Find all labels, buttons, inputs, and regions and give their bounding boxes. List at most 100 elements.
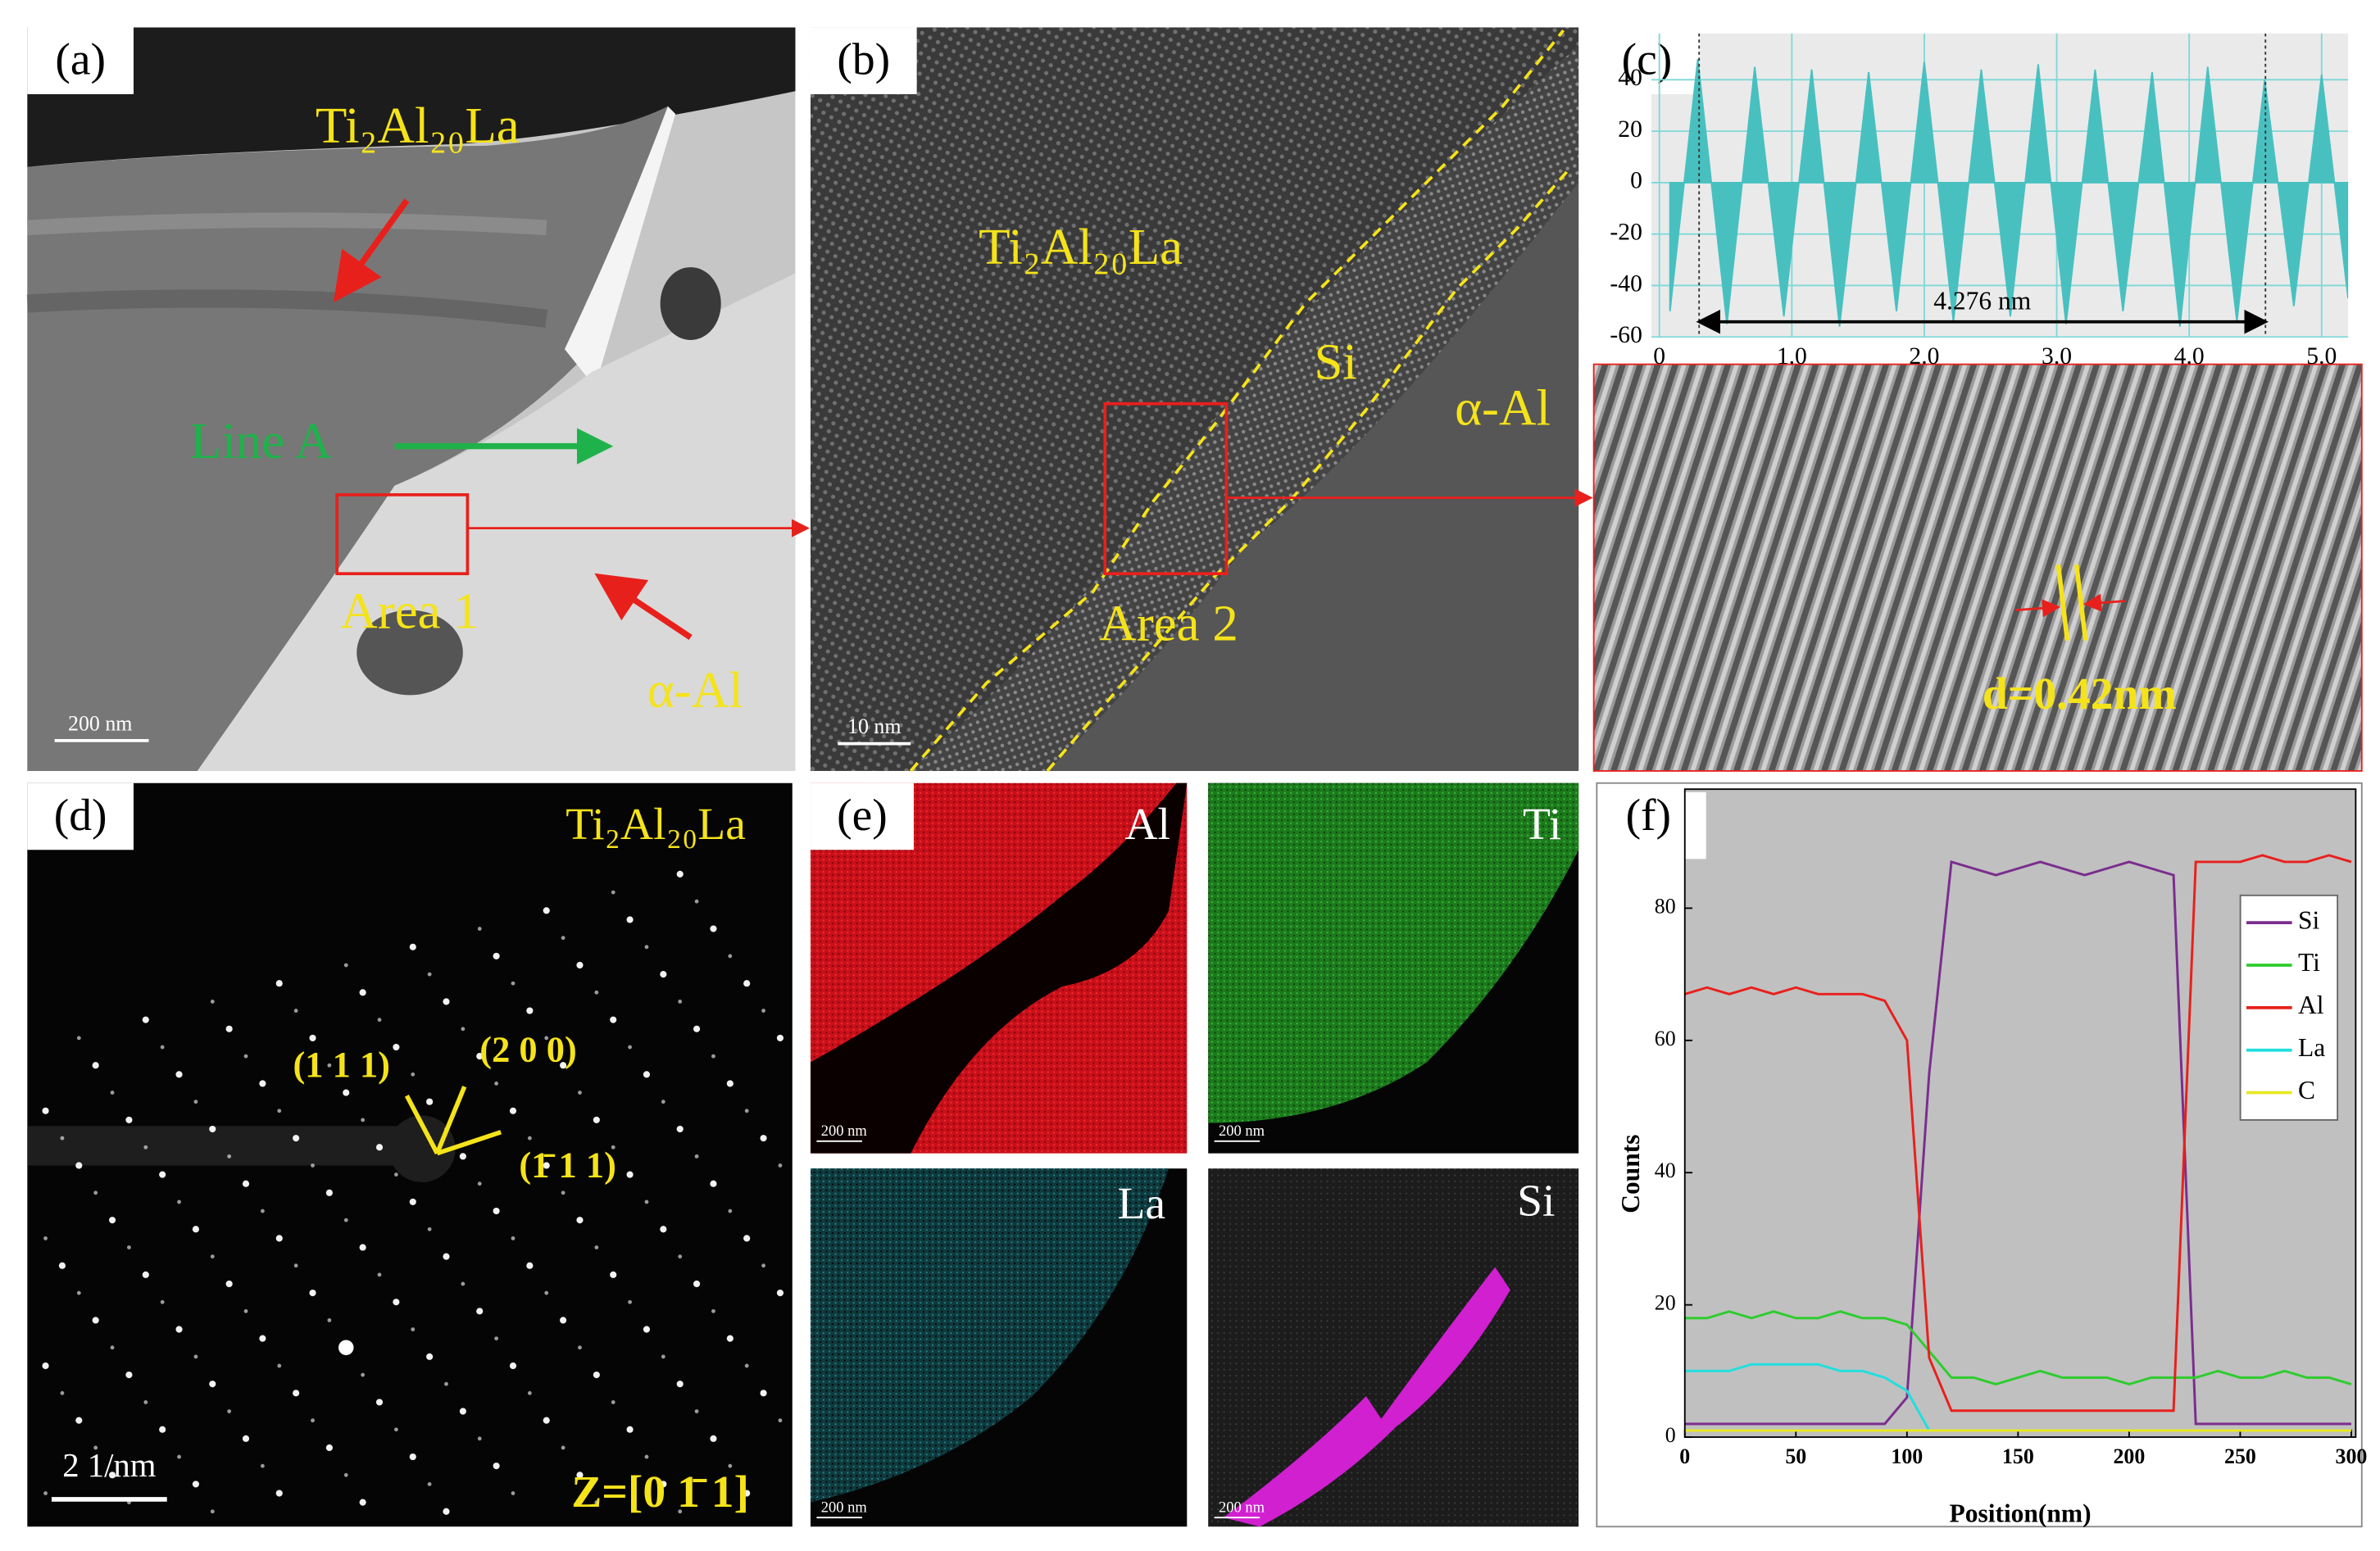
diffraction-spot xyxy=(576,1472,584,1479)
diffraction-spot xyxy=(744,1109,749,1113)
diffraction-spot xyxy=(108,1217,116,1224)
diffraction-spot xyxy=(343,1089,350,1096)
diffraction-spot xyxy=(76,1290,81,1295)
diffraction-spot xyxy=(393,1299,400,1306)
spot-label: (1 1 1) xyxy=(293,1044,389,1085)
diffraction-spot xyxy=(343,1472,348,1477)
diffraction-spot xyxy=(644,945,649,950)
diffraction-spot xyxy=(43,1491,48,1495)
legend-label: Si xyxy=(2298,905,2320,934)
diffraction-spot xyxy=(660,971,667,978)
x-tick-label: 3.0 xyxy=(2042,343,2072,370)
diffraction-spot xyxy=(260,1209,265,1213)
arrow xyxy=(594,573,693,641)
diffraction-spot xyxy=(325,1189,333,1196)
diffraction-spot xyxy=(393,1172,398,1177)
panel-label: (f) xyxy=(1626,790,1671,841)
diffraction-spot xyxy=(743,980,751,987)
phase-label: Ti₂Al₂₀La xyxy=(979,218,1183,275)
diffraction-spot xyxy=(361,1118,366,1122)
diffraction-spot xyxy=(393,1043,400,1051)
band xyxy=(26,289,548,329)
diffraction-spot xyxy=(259,1335,266,1342)
diffraction-spot xyxy=(560,1317,567,1324)
diffraction-spot xyxy=(327,1063,332,1068)
diffraction-spot xyxy=(710,1435,717,1442)
diffraction-spot xyxy=(477,1436,482,1441)
diffraction-spot xyxy=(593,1116,600,1123)
diffraction-spot xyxy=(477,1181,482,1186)
zone-axis: Z=[0 1̄ 1] xyxy=(571,1467,749,1517)
panel-label: (c) xyxy=(1622,34,1673,85)
diffraction-spot xyxy=(661,1354,665,1359)
diffraction-spot xyxy=(327,1317,332,1322)
diffraction-spot xyxy=(60,1390,65,1395)
diffraction-spot xyxy=(175,1071,183,1078)
diffraction-spot xyxy=(476,1053,484,1060)
diffraction-spot xyxy=(611,1399,615,1404)
diffraction-spot xyxy=(694,899,699,904)
diffraction-spot xyxy=(359,1244,366,1251)
diffraction-spot xyxy=(643,1071,651,1078)
vector xyxy=(434,1086,467,1154)
diffraction-spot xyxy=(744,1363,749,1368)
panel-b: (b) Ti₂Al₂₀La Si α-Al Area 2 10 nm xyxy=(810,27,1593,773)
diffraction-spot xyxy=(711,1054,715,1059)
diffraction-spot xyxy=(92,1317,99,1324)
y-tick-label: 0 xyxy=(1665,1423,1676,1447)
diffraction-spot xyxy=(710,925,717,932)
label-box xyxy=(1593,27,1701,94)
diffraction-spot xyxy=(192,1481,199,1488)
diffraction-spot xyxy=(560,1062,567,1069)
label-box xyxy=(810,782,914,850)
x-tick-label: 150 xyxy=(2002,1444,2034,1468)
diffraction-spot xyxy=(543,1417,550,1424)
x-tick-label: 300 xyxy=(2336,1444,2368,1468)
diffraction-spot xyxy=(375,1144,384,1151)
line xyxy=(1684,1310,2352,1385)
diffraction-spot xyxy=(477,927,482,931)
diffraction-spot xyxy=(110,1091,115,1095)
diffraction-spot xyxy=(576,1217,584,1224)
diffraction-spot xyxy=(210,1254,215,1259)
si-band xyxy=(911,45,1579,771)
phase-label: Ti₂Al₂₀La xyxy=(316,97,520,154)
diffraction-spot xyxy=(644,1454,649,1459)
diffraction-spot xyxy=(760,1390,767,1397)
fringe-image xyxy=(1592,363,2363,772)
x-tick-label: 100 xyxy=(1891,1444,1923,1468)
diffraction-spot xyxy=(761,1263,765,1268)
diffraction-spot xyxy=(676,870,684,878)
diffraction-spot xyxy=(377,1018,382,1023)
diffraction-spot xyxy=(427,1481,432,1486)
diffraction-spot xyxy=(594,990,599,995)
y-tick-label: -60 xyxy=(1610,322,1642,348)
diffraction-spot xyxy=(58,1262,66,1269)
diffraction-spot xyxy=(561,1190,565,1195)
diffraction-spot xyxy=(726,1335,734,1342)
diffraction-spot xyxy=(493,1207,500,1215)
diffraction-spot xyxy=(493,1463,500,1470)
diffraction-spot xyxy=(193,1100,198,1104)
scale-label: 200 nm xyxy=(821,1499,868,1516)
diffraction-spot xyxy=(142,1016,149,1023)
diffraction-spot xyxy=(459,1153,466,1160)
diffraction-spot xyxy=(594,1245,599,1249)
diffraction-spot xyxy=(661,1100,665,1104)
phase-label: Ti₂Al₂₀La xyxy=(565,799,746,850)
diffraction-spot xyxy=(143,1145,148,1150)
diffraction-spot xyxy=(628,1045,633,1050)
x-axis-label: Position(nm) xyxy=(1950,1499,2092,1528)
ti-region xyxy=(1208,782,1579,1123)
diffraction-spot xyxy=(393,1427,398,1432)
grain xyxy=(27,106,668,771)
diffraction-spot xyxy=(578,1345,582,1350)
diffraction-spot xyxy=(377,1272,382,1277)
y-tick-label: 80 xyxy=(1655,894,1676,918)
diffraction-spot xyxy=(626,1426,634,1433)
plot-layer xyxy=(1684,854,2352,1432)
particle xyxy=(660,267,721,340)
diffraction-spot xyxy=(611,1145,615,1150)
panel-label: (b) xyxy=(837,34,890,85)
matrix-label: α-Al xyxy=(647,661,743,719)
